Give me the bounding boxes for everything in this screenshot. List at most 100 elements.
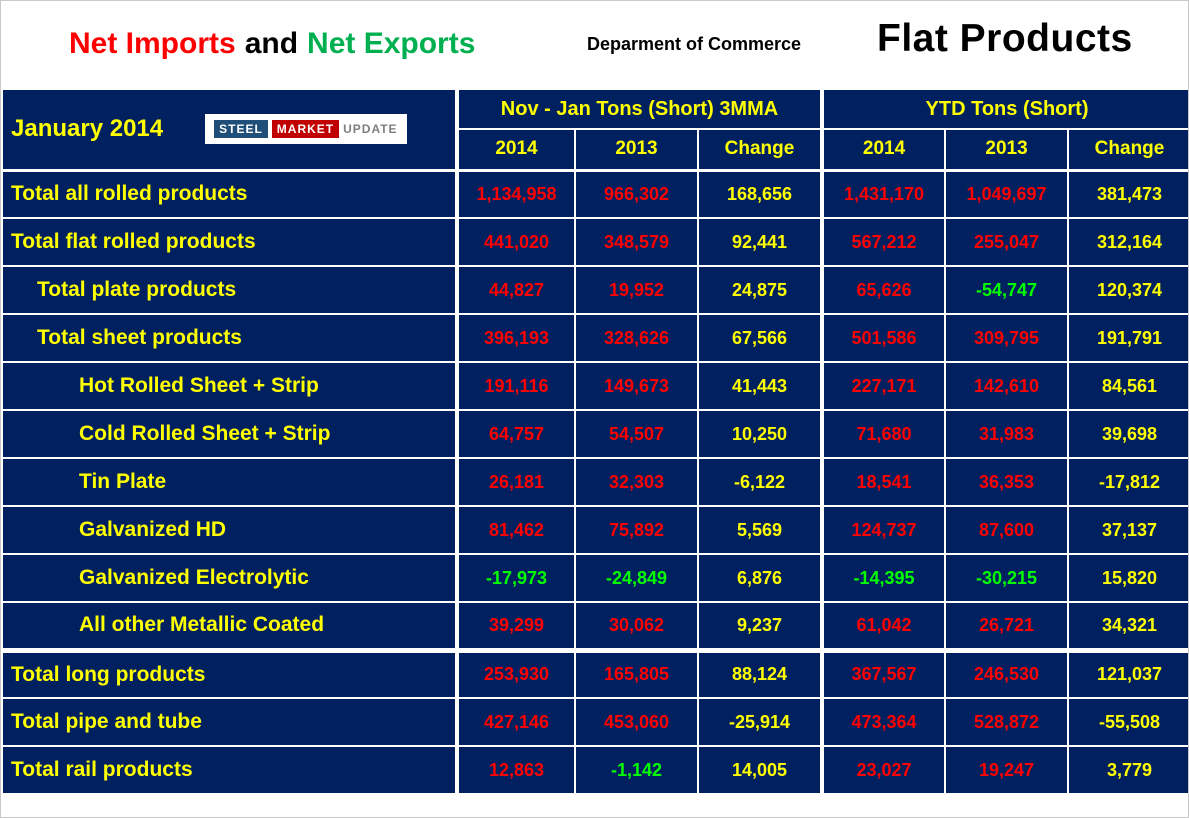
page-title: Net Imports and Net Exports [69, 27, 475, 61]
table-row: Hot Rolled Sheet + Strip 191,116 149,673… [1, 361, 1188, 411]
value-cell: 26,721 [944, 601, 1070, 651]
value-cell: 501,586 [821, 313, 947, 363]
row-label: Galvanized HD [1, 505, 459, 555]
value-cell: 39,698 [1067, 409, 1188, 459]
table-body: Total all rolled products 1,134,958 966,… [1, 169, 1188, 795]
value-cell: 255,047 [944, 217, 1070, 267]
value-cell: 312,164 [1067, 217, 1188, 267]
value-cell: 36,353 [944, 457, 1070, 507]
value-cell: 26,181 [456, 457, 576, 507]
value-cell: 191,116 [456, 361, 576, 411]
table-row: Galvanized HD 81,462 75,892 5,569 124,73… [1, 505, 1188, 555]
value-cell: -6,122 [696, 457, 825, 507]
group-header-3mma: Nov - Jan Tons (Short) 3MMA [455, 88, 825, 130]
value-cell: 1,134,958 [456, 169, 576, 219]
value-cell: 14,005 [696, 745, 825, 795]
row-label: Galvanized Electrolytic [1, 553, 459, 603]
value-cell: 18,541 [821, 457, 947, 507]
value-cell: 381,473 [1067, 169, 1188, 219]
table-row: Total sheet products 396,193 328,626 67,… [1, 313, 1188, 363]
value-cell: 23,027 [821, 745, 947, 795]
value-cell: 54,507 [574, 409, 699, 459]
value-cell: 19,952 [574, 265, 699, 315]
value-cell: 61,042 [821, 601, 947, 651]
value-cell: 567,212 [821, 217, 947, 267]
row-label: Tin Plate [1, 457, 459, 507]
value-cell: 32,303 [574, 457, 699, 507]
table-row: Total flat rolled products 441,020 348,5… [1, 217, 1188, 267]
value-cell: 64,757 [456, 409, 576, 459]
table-row: Total rail products 12,863 -1,142 14,005… [1, 745, 1188, 795]
row-label: Total flat rolled products [1, 217, 459, 267]
value-cell: 34,321 [1067, 601, 1188, 651]
table-row: Total plate products 44,827 19,952 24,87… [1, 265, 1188, 315]
table-row: Total all rolled products 1,134,958 966,… [1, 169, 1188, 219]
value-cell: 124,737 [821, 505, 947, 555]
value-cell: 87,600 [944, 505, 1070, 555]
row-label: Total plate products [1, 265, 459, 315]
value-cell: 1,431,170 [821, 169, 947, 219]
value-cell: 453,060 [574, 697, 699, 747]
value-cell: -25,914 [696, 697, 825, 747]
department-label: Deparment of Commerce [587, 34, 802, 54]
subheader-3mma-2013: 2013 [574, 128, 699, 172]
title-and: and [244, 27, 299, 60]
value-cell: 227,171 [821, 361, 947, 411]
value-cell: 6,876 [696, 553, 825, 603]
value-cell: 75,892 [574, 505, 699, 555]
table-row: All other Metallic Coated 39,299 30,062 … [1, 601, 1188, 651]
table-row: Total pipe and tube 427,146 453,060 -25,… [1, 697, 1188, 747]
value-cell: 528,872 [944, 697, 1070, 747]
report-header: Net Imports and Net Exports Deparment of C… [1, 1, 1188, 88]
value-cell: 9,237 [696, 601, 825, 651]
value-cell: 81,462 [456, 505, 576, 555]
value-cell: 120,374 [1067, 265, 1188, 315]
value-cell: 44,827 [456, 265, 576, 315]
value-cell: -24,849 [574, 553, 699, 603]
table-row: Galvanized Electrolytic -17,973 -24,849 … [1, 553, 1188, 603]
value-cell: -17,812 [1067, 457, 1188, 507]
subheader-row: 2014 2013 Change 2014 2013 Change [2, 128, 1188, 172]
value-cell: 24,875 [696, 265, 825, 315]
group-header-ytd: YTD Tons (Short) [821, 88, 1188, 130]
group-header-row: January 2014 STEEL MARKET UPDATE Nov - J… [1, 88, 1188, 172]
value-cell: 41,443 [696, 361, 825, 411]
value-cell: 367,567 [821, 647, 947, 699]
value-cell: -55,508 [1067, 697, 1188, 747]
table-row: Tin Plate 26,181 32,303 -6,122 18,541 36… [1, 457, 1188, 507]
row-label: Total all rolled products [1, 169, 459, 219]
row-label: Cold Rolled Sheet + Strip [1, 409, 459, 459]
row-label: Hot Rolled Sheet + Strip [1, 361, 459, 411]
value-cell: 37,137 [1067, 505, 1188, 555]
value-cell: 92,441 [696, 217, 825, 267]
row-label: Total long products [1, 647, 459, 699]
value-cell: 348,579 [574, 217, 699, 267]
value-cell: 396,193 [456, 313, 576, 363]
net-imports-table: January 2014 STEEL MARKET UPDATE Nov - J… [1, 88, 1188, 795]
logo-steel-text: STEEL [214, 120, 268, 139]
value-cell: 39,299 [456, 601, 576, 651]
value-cell: 966,302 [574, 169, 699, 219]
row-label: Total rail products [1, 745, 459, 795]
value-cell: 67,566 [696, 313, 825, 363]
value-cell: 149,673 [574, 361, 699, 411]
value-cell: 168,656 [696, 169, 825, 219]
subheader-ytd-2013: 2013 [944, 128, 1070, 172]
value-cell: 10,250 [696, 409, 825, 459]
value-cell: 5,569 [696, 505, 825, 555]
value-cell: 19,247 [944, 745, 1070, 795]
subheader-3mma-2014: 2014 [456, 128, 576, 172]
value-cell: 88,124 [696, 647, 825, 699]
value-cell: 31,983 [944, 409, 1070, 459]
value-cell: 165,805 [574, 647, 699, 699]
value-cell: 12,863 [456, 745, 576, 795]
value-cell: 427,146 [456, 697, 576, 747]
value-cell: 309,795 [944, 313, 1070, 363]
period-cell: January 2014 STEEL MARKET UPDATE [1, 88, 459, 172]
logo-market-text: MARKET [271, 120, 340, 139]
value-cell: 142,610 [944, 361, 1070, 411]
row-label: Total pipe and tube [1, 697, 459, 747]
product-title: Flat Products [877, 17, 1133, 60]
period-wrap: January 2014 STEEL MARKET UPDATE [4, 114, 453, 145]
value-cell: 15,820 [1067, 553, 1188, 603]
